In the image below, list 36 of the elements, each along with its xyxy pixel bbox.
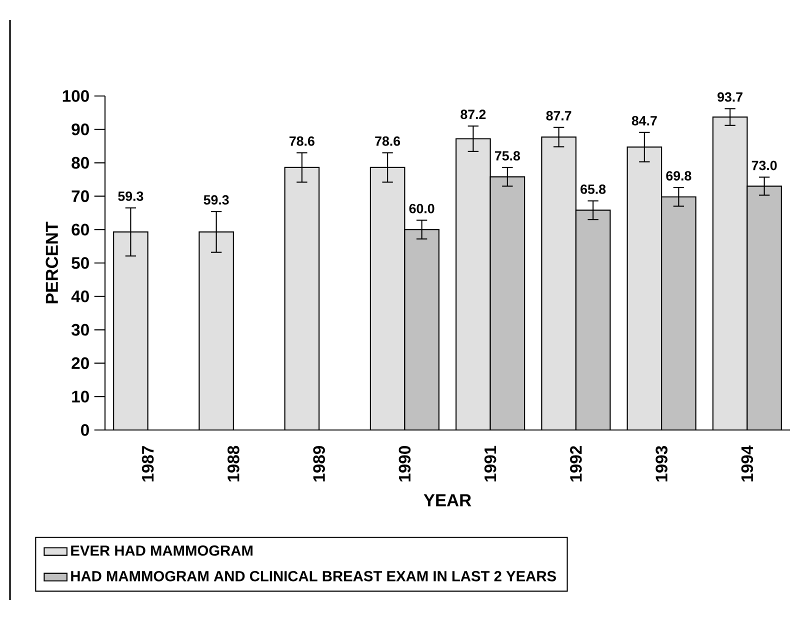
y-tick-label: 10 xyxy=(72,390,89,402)
x-tick-label: 1993 xyxy=(656,446,668,482)
x-tick-label: 1989 xyxy=(313,446,325,482)
y-tick-label: 90 xyxy=(72,124,89,136)
y-tick-label: 20 xyxy=(72,357,89,370)
y-tick-label: 70 xyxy=(72,190,89,202)
data-label: 78.6 xyxy=(290,136,314,146)
x-tick-label: 1992 xyxy=(570,446,582,482)
y-tick-label: 100 xyxy=(62,90,89,102)
y-tick-label: 0 xyxy=(81,424,89,436)
data-label: 84.7 xyxy=(632,116,657,126)
x-axis-title: YEAR xyxy=(424,494,472,506)
y-tick-label: 80 xyxy=(72,156,89,169)
y-tick-label: 30 xyxy=(71,324,89,336)
y-axis-title: PERCENT xyxy=(46,222,58,304)
data-label: 87.7 xyxy=(546,111,572,120)
y-tick-label: 50 xyxy=(72,257,89,269)
data-label: 60.0 xyxy=(409,204,434,214)
legend-label: HAD MAMMOGRAM AND CLINICAL BREAST EXAM IN LAST 2 YEARS xyxy=(71,570,556,582)
data-label: 59.3 xyxy=(204,195,229,205)
x-tick-label: 1988 xyxy=(228,446,240,482)
data-label: 78.6 xyxy=(375,136,400,146)
data-label: 73.0 xyxy=(752,160,777,170)
data-label: 59.3 xyxy=(118,191,144,201)
x-tick-label: 1991 xyxy=(484,446,496,482)
data-label: 69.8 xyxy=(666,171,692,181)
legend-label: EVER HAD MAMMOGRAM xyxy=(71,545,252,556)
x-tick-label: 1990 xyxy=(398,446,411,482)
x-tick-label: 1987 xyxy=(142,446,154,482)
y-tick-label: 40 xyxy=(71,290,89,302)
data-label: 93.7 xyxy=(718,92,742,102)
data-label: 75.8 xyxy=(495,151,520,161)
y-tick-label: 60 xyxy=(72,224,89,236)
x-tick-label: 1994 xyxy=(741,445,754,482)
data-label: 87.2 xyxy=(460,110,486,120)
data-label: 65.8 xyxy=(580,184,606,194)
